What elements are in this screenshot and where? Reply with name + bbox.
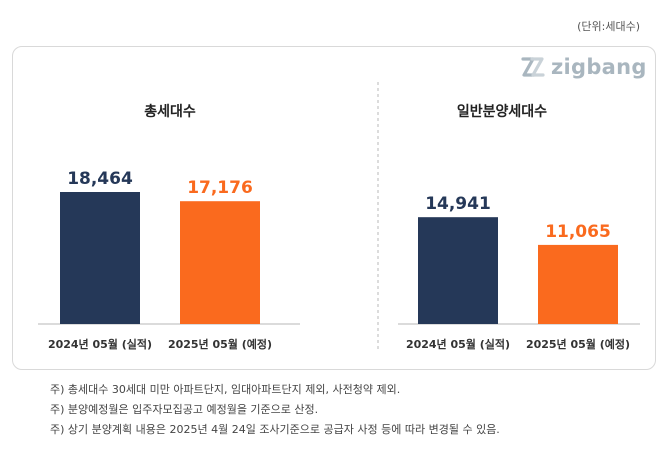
category-label-2-2: 2025년 05월 (예정): [526, 337, 630, 351]
value-label-2-1: 14,941: [425, 194, 491, 214]
footnote-3: 주) 상기 분양계획 내용은 2025년 4월 24일 조사기준으로 공급자 사…: [50, 423, 500, 436]
category-label-1-1: 2024년 05월 (실적): [48, 337, 152, 351]
footnotes: 주) 총세대수 30세대 미만 아파트단지, 임대아파트단지 제외, 사전청약 …: [50, 380, 500, 440]
bar-2-2: [538, 244, 618, 324]
chart-title-1: 총세대수: [144, 104, 196, 120]
value-label-1-2: 17,176: [187, 178, 253, 198]
footnote-2: 주) 분양예정월은 입주자모집공고 예정월을 기준으로 산정.: [50, 403, 319, 416]
category-label-1-2: 2025년 05월 (예정): [168, 337, 272, 351]
footnote-1: 주) 총세대수 30세대 미만 아파트단지, 임대아파트단지 제외, 사전청약 …: [50, 383, 401, 396]
category-label-2-1: 2024년 05월 (실적): [406, 337, 510, 351]
chart-title-2: 일반분양세대수: [457, 103, 547, 120]
zigbang-logo-text: zigbang: [551, 55, 647, 79]
value-label-2-2: 11,065: [545, 222, 611, 242]
bar-1-1: [60, 192, 140, 324]
zigbang-logo-icon: [521, 57, 545, 77]
bar-2-1: [418, 217, 498, 324]
bar-1-2: [180, 201, 260, 324]
unit-label: (단위:세대수): [577, 20, 640, 33]
value-label-1-1: 18,464: [67, 169, 133, 189]
zigbang-logo: zigbang: [520, 55, 647, 79]
